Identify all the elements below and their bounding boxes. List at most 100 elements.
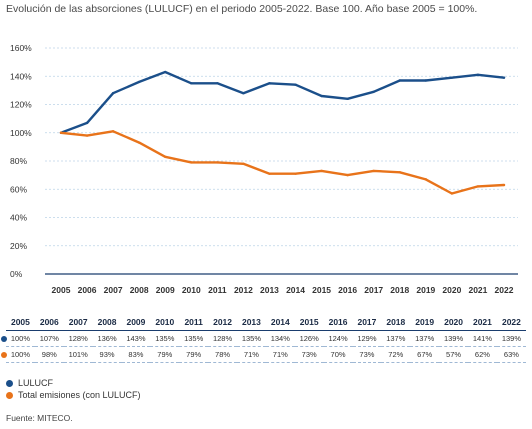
y-tick-label: 120% [10,100,32,110]
table-cell: 107% [34,330,64,347]
table-cell: 71% [265,346,295,363]
data-point [502,76,506,79]
table-cell: 143% [121,330,151,347]
y-tick-label: 140% [10,71,32,81]
table-cell: 141% [468,330,497,347]
table-cell: 71% [237,346,266,363]
y-tick-label: 20% [10,241,27,251]
table-row-lulucf: 100% 107% 128% 136% 143% 135% 135% 128% 135% 134%… [1,330,526,347]
table-year-header: 2015 [294,315,324,331]
table-year-header: 2010 [150,315,180,331]
data-point [476,185,480,188]
table-year-header: 2019 [410,315,440,331]
series-line-lulucf [59,70,506,135]
table-cell: 83% [121,346,151,363]
row-marker-dot [1,352,7,358]
table-cell: 139% [439,330,468,347]
table-cell: 135% [150,330,180,347]
row-marker-dot [1,336,7,342]
x-tick-label: 2020 [442,285,461,295]
table-cell: 57% [439,346,468,363]
line-chart: 0% 20% 40% 60% 80% 100% 120% 140% 160% 2005 2006 20… [10,43,518,295]
table-year-header: 2020 [439,315,468,331]
data-point [164,70,167,74]
data-point [59,131,63,134]
table-cell: 79% [150,346,180,363]
data-point [242,92,245,95]
table-cell: 137% [410,330,440,347]
source-note: Fuente: MITECO. [6,413,73,423]
data-point [372,169,375,173]
table-cell: 100% [1,330,35,347]
data-point [216,161,219,164]
x-tick-label: 2013 [260,285,279,295]
x-tick-label: 2017 [364,285,383,295]
legend-item: Total emisiones (con LULUCF) [6,389,141,401]
table-cell: 124% [323,330,353,347]
table-year-header: 2007 [63,315,93,331]
data-point [294,83,297,86]
table-cell: 135% [237,330,266,347]
table-cell: 135% [179,330,209,347]
table-year-header: 2011 [179,315,209,331]
table-year-header: 2021 [468,315,497,331]
data-point [85,134,89,137]
data-point [164,155,167,158]
data-point [85,121,89,125]
x-tick-label: 2007 [104,285,123,295]
table-header-row: 2005 2006 2007 2008 2009 2010 2011 2012 2013 2014… [6,315,526,331]
x-tick-label: 2019 [416,285,435,295]
legend-swatch [6,391,13,399]
table-year-header: 2006 [34,315,64,331]
table-cell: 134% [265,330,295,347]
data-point [268,172,271,175]
table-year-header: 2018 [381,315,411,331]
table-cell: 62% [468,346,497,363]
data-point [137,80,141,84]
table-year-header: 2017 [352,315,382,331]
x-tick-label: 2018 [390,285,409,295]
data-point [502,183,506,187]
table-year-header: 2012 [208,315,237,331]
table-cell: 70% [323,346,353,363]
x-tick-label: 2021 [468,285,487,295]
data-point [294,172,297,175]
table-cell: 100% [1,346,35,363]
table-cell: 129% [352,330,382,347]
table-year-header: 2008 [92,315,122,331]
y-tick-label: 100% [10,128,32,138]
table-cell: 136% [92,330,122,347]
table-cell: 73% [352,346,382,363]
data-point [320,169,323,173]
table-cell: 93% [92,346,122,363]
x-tick-label: 2011 [208,285,227,295]
data-point [320,94,323,98]
data-point [190,82,193,85]
table-year-header: 2013 [237,315,266,331]
x-tick-label: 2010 [182,285,201,295]
y-tick-label: 60% [10,184,27,194]
chart-title: Evolución de las absorciones (LULUCF) en… [6,3,478,15]
table-cell: 73% [294,346,324,363]
x-tick-label: 2015 [312,285,331,295]
legend-item: LULUCF [6,377,141,389]
legend-label: Total emisiones (con LULUCF) [18,390,141,400]
table-year-header: 2005 [6,315,35,331]
table-row-total-emisiones: 100% 98% 101% 93% 83% 79% 79% 78% 71% 71% 73% 70% 73… [1,346,526,363]
table-cell: 98% [34,346,64,363]
y-tick-label: 40% [10,213,27,223]
data-point [450,192,454,195]
data-point [398,171,401,174]
data-point [242,162,245,166]
table-cell: 79% [179,346,209,363]
table-cell: 137% [381,330,411,347]
table-cell: 72% [381,346,411,363]
table-cell: 101% [63,346,93,363]
data-point [372,90,375,93]
y-tick-label: 80% [10,156,27,166]
table-cell: 126% [294,330,324,347]
data-point [216,82,219,85]
y-tick-label: 160% [10,43,32,53]
data-point [476,73,480,77]
data-point [111,92,115,95]
